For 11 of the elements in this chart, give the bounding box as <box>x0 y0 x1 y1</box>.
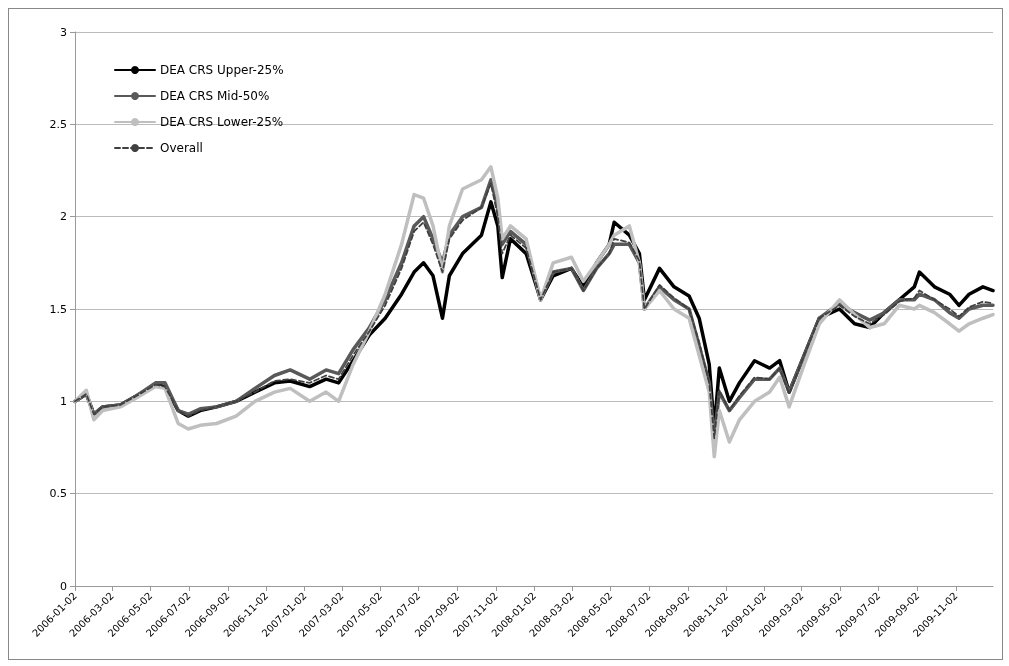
legend-label: DEA CRS Mid-50% <box>160 89 270 103</box>
y-tick-label: 2.5 <box>49 117 67 131</box>
legend-label: Overall <box>160 141 203 155</box>
y-tick-label: 0 <box>60 579 67 593</box>
y-tick-label: 2 <box>60 210 67 224</box>
y-tick-label: 1 <box>60 394 67 408</box>
y-tick-label: 3 <box>60 25 67 39</box>
legend-label: DEA CRS Upper-25% <box>160 63 284 77</box>
legend-label: DEA CRS Lower-25% <box>160 115 284 129</box>
y-tick-label: 0.5 <box>49 487 67 501</box>
y-tick-label: 1.5 <box>49 302 67 316</box>
